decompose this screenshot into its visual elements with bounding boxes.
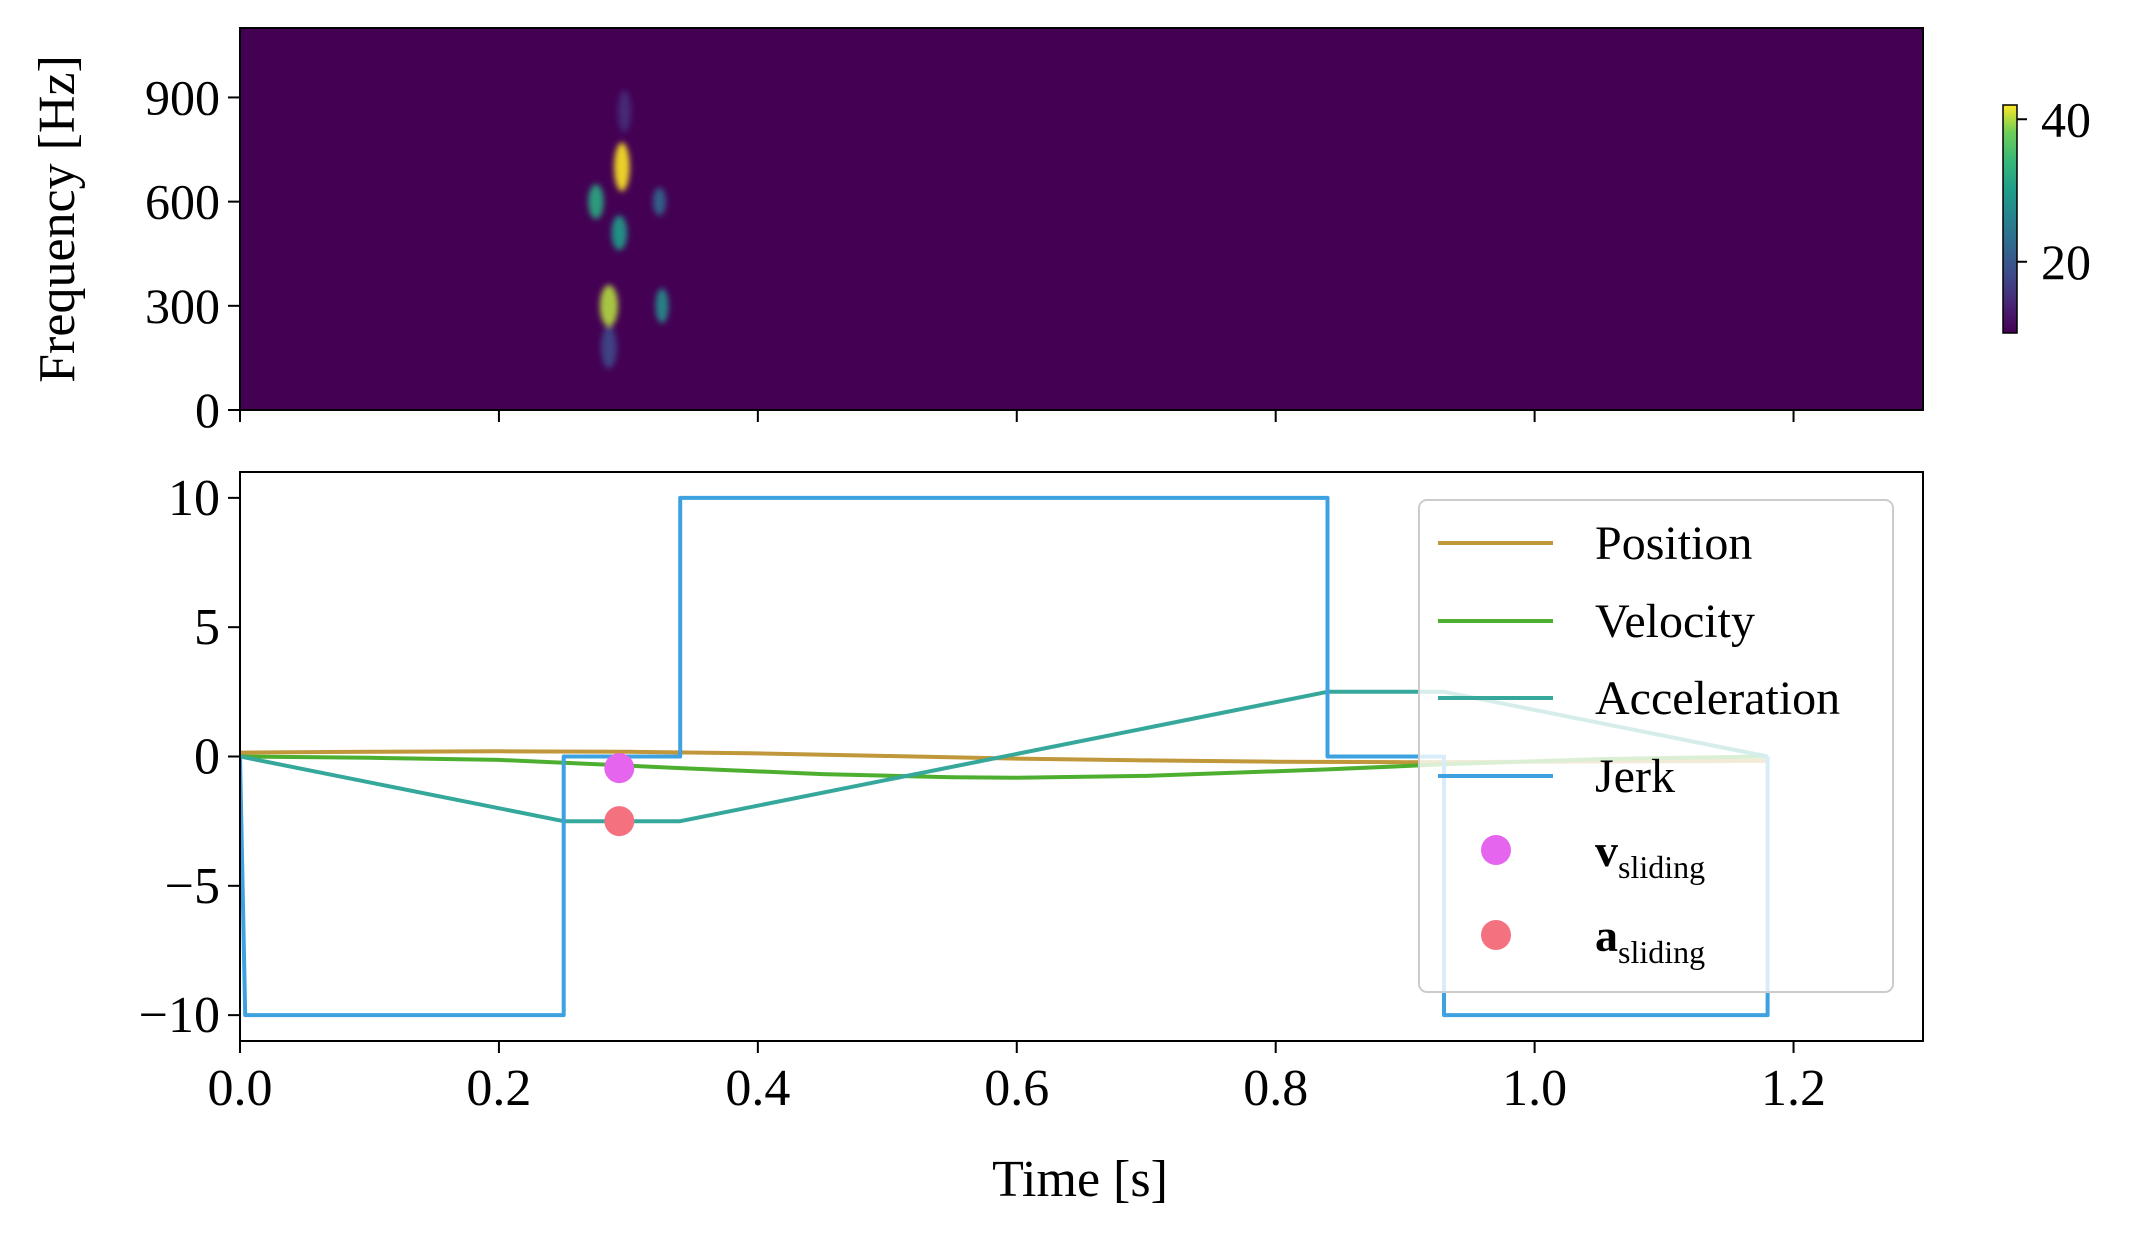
spectrogram-blob-5 xyxy=(652,187,666,216)
spectrogram-blob-7 xyxy=(618,90,631,133)
legend-marker-v-sliding xyxy=(1481,835,1511,865)
legend-items: Position Velocity Acceleration Jerk vsliding… xyxy=(1438,517,1840,970)
line-y-tick-label: −10 xyxy=(139,987,220,1044)
spectrogram-blob-1 xyxy=(599,284,619,327)
line-y-tick-label: −5 xyxy=(165,858,220,915)
line-x-tick-label: 0.8 xyxy=(1243,1060,1308,1117)
line-x-tick-label: 1.2 xyxy=(1761,1060,1826,1117)
line-x-tick-label: 1.0 xyxy=(1502,1060,1567,1117)
spectrogram-blob-2 xyxy=(588,184,604,219)
legend-frame xyxy=(1418,499,1894,993)
legend-label-velocity: Velocity xyxy=(1595,595,1755,648)
spectrogram-background xyxy=(240,28,1923,410)
legend-marker-a-sliding xyxy=(1481,920,1511,950)
spectrogram-blob-4 xyxy=(655,288,669,324)
spectrogram-y-tick-label: 600 xyxy=(145,174,220,230)
legend-label-acceleration: Acceleration xyxy=(1595,672,1840,725)
point-a-sliding xyxy=(604,806,635,837)
spectrogram-y-ticks: 0 300 600 900 xyxy=(145,69,240,438)
spectrogram-x-ticks xyxy=(239,410,1795,422)
line-x-tick-label: 0.6 xyxy=(984,1060,1049,1117)
spectrogram-blob-3 xyxy=(611,215,628,251)
line-x-ticks: 0.0 0.2 0.4 0.6 0.8 1.0 1.2 xyxy=(208,1041,1826,1117)
legend-label-jerk: Jerk xyxy=(1595,750,1675,803)
line-y-tick-label: 0 xyxy=(194,729,220,786)
spectrogram-y-label: Frequency [Hz] xyxy=(29,55,86,383)
spectrogram-blob-0 xyxy=(614,142,630,192)
line-y-tick-label: 10 xyxy=(168,470,220,527)
spectrogram-y-tick-label: 900 xyxy=(145,69,220,125)
colorbar-gradient xyxy=(2002,104,2018,334)
line-points xyxy=(604,753,635,837)
legend-label-position: Position xyxy=(1595,517,1752,570)
line-y-tick-label: 5 xyxy=(194,599,220,656)
line-x-tick-label: 0.2 xyxy=(466,1060,531,1117)
spectrogram-panel: 0 300 600 900 Frequency [Hz] xyxy=(29,27,1924,438)
line-y-ticks: −10 −5 0 5 10 xyxy=(139,470,240,1044)
series-line-jerk xyxy=(240,495,1770,1018)
spectrogram-blob-6 xyxy=(601,326,617,369)
line-x-label: Time [s] xyxy=(992,1151,1168,1208)
legend: Position Velocity Acceleration Jerk vsliding… xyxy=(1418,499,1894,993)
line-x-tick-label: 0.0 xyxy=(208,1060,273,1117)
colorbar-tick-label: 20 xyxy=(2041,234,2091,290)
point-v-sliding xyxy=(604,753,635,784)
colorbar-tick-label: 40 xyxy=(2041,91,2091,147)
legend-label-v-sliding: vsliding xyxy=(1595,825,1705,885)
spectrogram-blobs xyxy=(588,90,669,369)
spectrogram-y-tick-label: 0 xyxy=(195,382,220,438)
spectrogram-y-tick-label: 300 xyxy=(145,278,220,334)
spectrogram-frame xyxy=(239,27,1924,411)
legend-label-a-sliding: asliding xyxy=(1595,910,1705,970)
line-x-tick-label: 0.4 xyxy=(725,1060,790,1117)
